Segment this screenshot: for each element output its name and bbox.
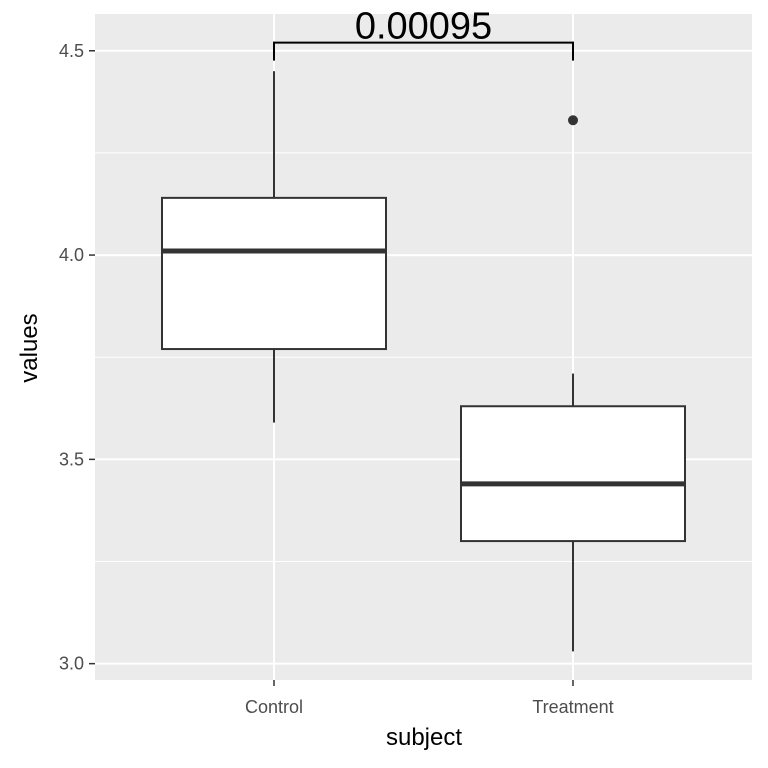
box-series [161, 71, 686, 652]
iqr-box [460, 405, 686, 543]
x-axis-title: subject [385, 724, 463, 751]
y-tick-label: 3.5 [59, 449, 84, 469]
significance-bracket: 0.00095 [273, 6, 574, 61]
y-tick-label: 3.0 [59, 654, 84, 674]
y-axis: 3.0 3.5 4.0 4.5 [59, 41, 95, 674]
x-tick-label: Treatment [532, 697, 613, 717]
minor-gridlines [95, 152, 752, 563]
x-axis: Control Treatment [245, 680, 614, 717]
y-axis-title: values [16, 313, 43, 383]
box-control [161, 71, 387, 423]
outlier-point [568, 115, 578, 126]
p-value-label: 0.00095 [355, 6, 492, 48]
box-treatment [460, 115, 686, 652]
x-tick-label: Control [245, 697, 303, 717]
y-tick-label: 4.5 [59, 41, 84, 61]
y-tick-label: 4.0 [59, 245, 84, 265]
iqr-box [161, 196, 387, 351]
